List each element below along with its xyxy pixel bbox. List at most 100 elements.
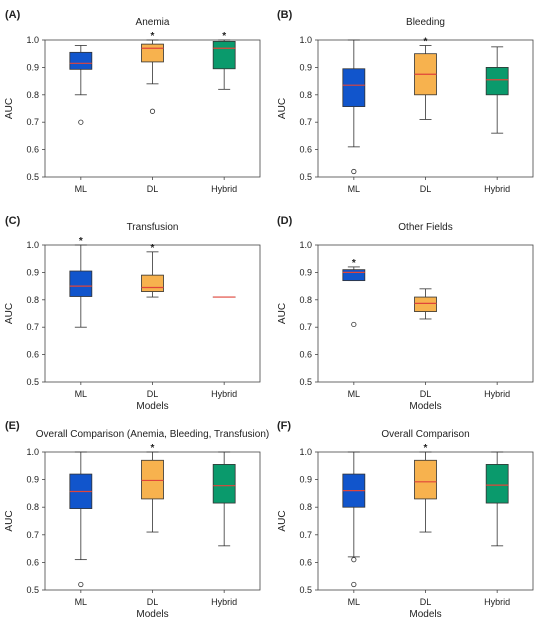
x-tick-label: DL <box>147 597 159 607</box>
significance-star: * <box>79 236 83 247</box>
outlier-point <box>78 581 84 588</box>
box-iqr <box>485 464 509 504</box>
y-tick-label: 0.5 <box>299 585 312 595</box>
box-iqr <box>414 296 437 312</box>
box-iqr <box>342 269 366 282</box>
panel-title: Other Fields <box>398 222 452 233</box>
y-tick-label: 1.0 <box>26 240 39 250</box>
y-tick-label: 0.5 <box>299 377 312 387</box>
y-tick-label: 0.5 <box>299 172 312 182</box>
y-tick-label: 0.8 <box>26 295 39 305</box>
significance-star: * <box>424 36 428 47</box>
significance-star: * <box>151 243 155 254</box>
box-hybrid <box>485 46 509 134</box>
box-iqr <box>212 464 236 504</box>
y-axis-label: AUC <box>277 98 288 119</box>
y-tick-label: 0.5 <box>26 377 39 387</box>
panel-letter: (C) <box>5 215 21 227</box>
box-iqr <box>342 68 366 107</box>
y-tick-label: 0.6 <box>26 145 39 155</box>
y-tick-label: 0.7 <box>26 117 39 127</box>
y-tick-label: 1.0 <box>26 447 39 457</box>
box-ml: * <box>342 258 366 328</box>
y-tick-label: 1.0 <box>26 35 39 45</box>
x-axis-label: Models <box>136 401 168 412</box>
x-tick-label: DL <box>420 597 432 607</box>
outlier-point <box>351 168 357 175</box>
x-tick-label: ML <box>75 389 88 399</box>
y-tick-label: 0.6 <box>26 557 39 567</box>
x-tick-label: Hybrid <box>211 389 237 399</box>
panel-letter: (F) <box>277 420 291 432</box>
box-iqr <box>141 43 164 63</box>
y-tick-label: 0.8 <box>299 295 312 305</box>
panel-3: (C) Transfusion 0.5 0.6 0.7 0.8 0.9 1.0 AUC ML DL H… <box>4 215 261 412</box>
x-tick-label: ML <box>75 184 88 194</box>
y-tick-label: 0.8 <box>26 502 39 512</box>
significance-star: * <box>424 443 428 454</box>
box-iqr <box>141 274 164 292</box>
box-dl: * <box>141 243 164 298</box>
box-hybrid <box>212 451 236 547</box>
significance-star: * <box>151 443 155 454</box>
y-axis-label: AUC <box>277 303 288 324</box>
outlier-point <box>149 108 156 114</box>
box-iqr <box>414 459 437 500</box>
box-dl: * <box>414 36 437 120</box>
significance-star: * <box>352 258 356 269</box>
panel-1: (A) Anemia 0.5 0.6 0.7 0.8 0.9 1.0 AUC ML DL Hybrid… <box>4 9 261 194</box>
y-tick-label: 0.8 <box>299 90 312 100</box>
box-iqr <box>212 40 236 70</box>
panel-title: Overall Comparison <box>381 429 469 440</box>
y-tick-label: 0.9 <box>299 475 312 485</box>
panel-letter: (E) <box>5 420 20 432</box>
panel-5: (E) Overall Comparison (Anemia, Bleeding,… <box>4 420 269 620</box>
box-hybrid: * <box>212 31 236 90</box>
y-tick-label: 0.7 <box>299 530 312 540</box>
significance-star: * <box>151 31 155 42</box>
panel-title: Overall Comparison (Anemia, Bleeding, Tr… <box>36 429 269 440</box>
outlier-point <box>351 557 357 563</box>
y-tick-label: 0.9 <box>26 267 39 277</box>
y-tick-label: 1.0 <box>299 447 312 457</box>
y-axis-label: AUC <box>4 303 15 324</box>
box-ml: * <box>69 236 93 328</box>
x-tick-label: DL <box>420 389 432 399</box>
y-axis-label: AUC <box>4 510 15 531</box>
box-ml <box>69 45 93 125</box>
x-tick-label: Hybrid <box>484 597 510 607</box>
outlier-point <box>78 119 84 125</box>
box-ml <box>69 451 93 588</box>
box-dl: * <box>141 443 164 533</box>
y-axis-label: AUC <box>277 510 288 531</box>
outlier-point <box>351 321 357 328</box>
y-tick-label: 0.6 <box>299 145 312 155</box>
y-tick-label: 0.6 <box>26 350 39 360</box>
x-tick-label: DL <box>420 184 432 194</box>
y-tick-label: 0.5 <box>26 585 39 595</box>
panel-title: Bleeding <box>406 17 445 28</box>
panel-letter: (D) <box>277 215 293 227</box>
y-tick-label: 0.7 <box>299 322 312 332</box>
y-axis-label: AUC <box>4 98 15 119</box>
panel-letter: (A) <box>5 9 21 21</box>
x-tick-label: DL <box>147 184 159 194</box>
panel-4: (D) Other Fields 0.5 0.6 0.7 0.8 0.9 1.0 AUC ML DL… <box>277 215 534 412</box>
y-tick-label: 1.0 <box>299 35 312 45</box>
x-tick-label: ML <box>348 389 361 399</box>
box-hybrid <box>485 451 509 547</box>
box-iqr <box>69 51 93 70</box>
y-tick-label: 0.8 <box>299 502 312 512</box>
box-iqr <box>69 270 93 297</box>
box-dl: * <box>141 31 164 114</box>
y-tick-label: 0.8 <box>26 90 39 100</box>
x-tick-label: Hybrid <box>484 389 510 399</box>
y-tick-label: 0.5 <box>26 172 39 182</box>
significance-star: * <box>222 31 226 42</box>
panel-title: Anemia <box>136 17 170 28</box>
box-ml <box>342 39 366 175</box>
box-dl: * <box>414 443 437 533</box>
x-tick-label: ML <box>348 597 361 607</box>
y-tick-label: 0.7 <box>26 530 39 540</box>
